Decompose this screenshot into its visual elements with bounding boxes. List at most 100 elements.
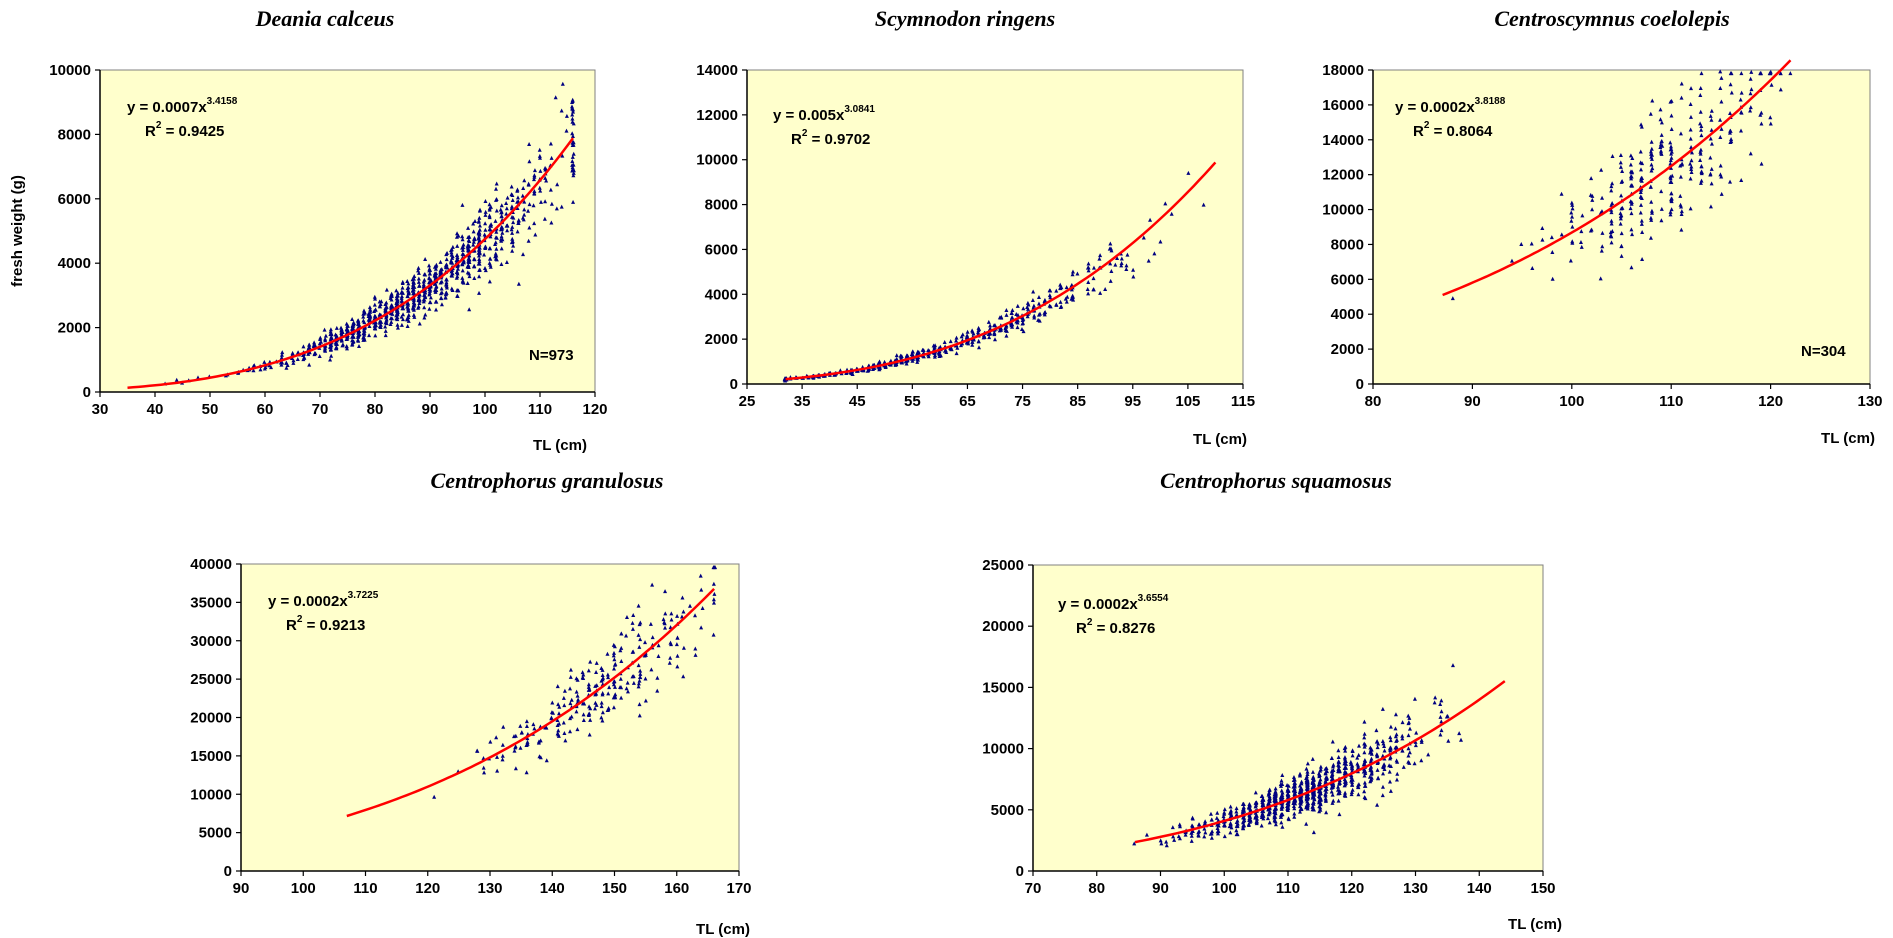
data-point — [599, 665, 604, 670]
chart-title-deania-calceus: Deania calceus — [255, 6, 395, 31]
x-tick-label: 130 — [1403, 880, 1428, 897]
data-point — [328, 357, 333, 362]
data-point — [1036, 301, 1041, 306]
data-point — [350, 322, 355, 327]
data-point — [1298, 807, 1303, 812]
data-point — [1413, 739, 1418, 744]
data-point — [1298, 809, 1303, 814]
data-point — [1630, 156, 1635, 161]
data-point — [422, 297, 427, 302]
data-point — [1708, 136, 1713, 141]
y-tick-label: 15000 — [982, 679, 1024, 696]
data-point — [663, 611, 668, 616]
data-point — [1048, 304, 1053, 309]
data-point — [1394, 737, 1399, 742]
data-point — [333, 340, 338, 345]
data-point — [400, 317, 405, 322]
data-point — [1253, 810, 1258, 815]
data-point — [1600, 244, 1605, 249]
data-point — [1689, 166, 1694, 171]
data-point — [559, 204, 564, 209]
data-point — [1316, 789, 1321, 794]
data-point — [556, 733, 561, 738]
data-point — [1190, 823, 1195, 828]
data-point — [450, 271, 455, 276]
data-point — [965, 329, 970, 334]
data-point — [1659, 189, 1664, 194]
x-tick-label: 100 — [1212, 880, 1237, 897]
data-point — [532, 189, 537, 194]
data-point — [1419, 738, 1424, 743]
data-point — [1214, 815, 1219, 820]
data-point — [1349, 789, 1354, 794]
data-point — [1580, 213, 1585, 218]
data-point — [1254, 801, 1259, 806]
x-tick-label: 95 — [1124, 393, 1141, 410]
data-point — [1337, 781, 1342, 786]
data-point — [1659, 148, 1664, 153]
data-point — [444, 282, 449, 287]
data-point — [505, 228, 510, 233]
data-point — [1103, 287, 1108, 292]
data-point — [926, 354, 931, 359]
data-point — [1375, 745, 1380, 750]
data-point — [1234, 828, 1239, 833]
data-point — [519, 730, 524, 735]
data-point — [1406, 759, 1411, 764]
data-point — [1650, 98, 1655, 103]
data-point — [500, 742, 505, 747]
data-point — [488, 262, 493, 267]
y-tick-label: 6000 — [1331, 271, 1364, 288]
data-point — [1342, 746, 1347, 751]
x-tick-label: 115 — [1231, 393, 1255, 410]
data-point — [1620, 205, 1625, 210]
data-point — [942, 339, 947, 344]
data-point — [406, 281, 411, 286]
x-tick-label: 100 — [1559, 393, 1584, 410]
data-point — [636, 603, 641, 608]
data-point — [1021, 316, 1026, 321]
x-tick-label: 100 — [472, 401, 497, 418]
data-point — [509, 184, 514, 189]
data-point — [1234, 806, 1239, 811]
data-point — [1003, 328, 1008, 333]
data-point — [284, 365, 289, 370]
data-point — [681, 609, 686, 614]
data-point — [538, 168, 543, 173]
data-point — [1367, 774, 1372, 779]
scatter-series — [432, 565, 718, 799]
data-point — [576, 697, 581, 702]
data-point — [568, 729, 573, 734]
r-squared: R2 = 0.8276 — [1076, 617, 1155, 637]
data-point — [1069, 287, 1074, 292]
data-point — [1342, 756, 1347, 761]
r-squared: R2 = 0.9213 — [286, 614, 365, 634]
data-point — [612, 684, 617, 689]
data-point — [1291, 800, 1296, 805]
data-point — [433, 289, 438, 294]
data-point — [1343, 765, 1348, 770]
y-tick-label: 5000 — [199, 825, 232, 842]
data-point — [477, 223, 482, 228]
data-point — [1109, 268, 1114, 273]
data-point — [1280, 790, 1285, 795]
data-point — [1241, 801, 1246, 806]
x-axis-label: TL (cm) — [696, 921, 750, 938]
data-point — [372, 294, 377, 299]
data-point — [1086, 261, 1091, 266]
data-point — [1183, 832, 1188, 837]
data-point — [976, 345, 981, 350]
data-point — [312, 340, 317, 345]
data-point — [1609, 188, 1614, 193]
data-point — [1267, 798, 1272, 803]
data-point — [594, 670, 599, 675]
chart-2: 80 90 100 110 120 130 0 2000 4000 6000 8000 10000 12… — [1322, 59, 1883, 447]
x-tick-label: 90 — [1152, 880, 1169, 897]
data-point — [1362, 758, 1367, 763]
data-point — [1718, 117, 1723, 122]
data-point — [1091, 276, 1096, 281]
data-point — [574, 709, 579, 714]
data-point — [1728, 179, 1733, 184]
data-point — [290, 350, 295, 355]
data-point — [1709, 117, 1714, 122]
